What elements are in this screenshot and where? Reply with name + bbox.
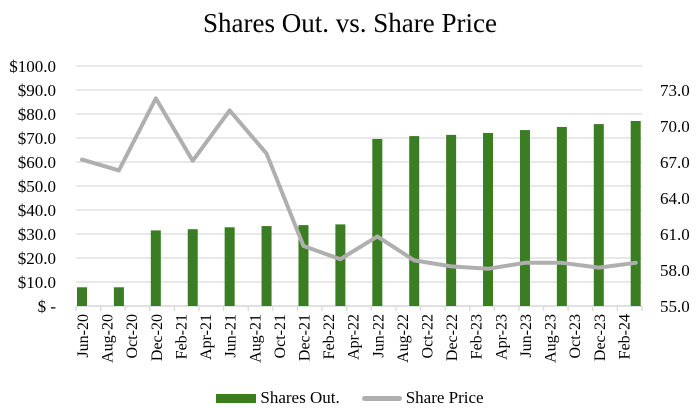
chart-title: Shares Out. vs. Share Price [203,8,497,38]
x-axis-tick-label: Jun-21 [223,314,240,358]
x-axis-tick-label: Oct-22 [420,314,437,358]
share-price-line [80,96,638,271]
x-axis-tick-label: Oct-23 [567,314,584,358]
left-axis-tick-label: $10.0 [18,273,56,292]
x-axis-tick-label: Feb-21 [173,314,190,359]
legend-item-share-price: Share Price [361,388,484,408]
x-axis-tick-label: Dec-20 [149,314,166,361]
bar [150,230,161,306]
left-axis-tick-label: $100.0 [9,57,56,76]
right-axis-tick-label: 67.0 [660,153,690,172]
right-axis-tick-label: 73.0 [660,81,690,100]
bar [630,120,641,307]
x-axis-tick-label: Dec-23 [592,314,609,361]
bar [77,287,87,306]
legend-item-shares-out: Shares Out. [216,388,340,408]
x-axis-tick-label: Dec-22 [444,314,461,361]
x-axis-tick-label: Feb-22 [321,314,338,359]
x-axis-tick-label: Dec-21 [296,314,313,361]
right-axis-tick-label: 55.0 [660,297,690,316]
right-axis-tick-label: 58.0 [660,261,690,280]
bar [483,132,494,306]
x-axis-tick-label: Jun-20 [75,314,92,358]
right-axis-tick-label: 70.0 [660,117,690,136]
x-axis-tick-label: Oct-21 [272,314,289,358]
x-axis-tick-label: Aug-22 [395,314,412,363]
bar [409,136,420,306]
x-axis-tick-label: Apr-21 [198,314,215,360]
x-axis-tick-label: Feb-24 [616,314,633,359]
x-axis-tick-label: Aug-21 [247,314,264,363]
legend-swatch-bar-icon [216,393,257,403]
bar [372,138,383,306]
legend-label: Share Price [405,388,484,407]
legend-label: Shares Out. [260,388,340,407]
x-axis-tick-label: Jun-22 [370,314,387,358]
left-axis-tick-label: $ - [38,297,57,316]
bar [556,126,567,307]
bar [224,227,235,306]
x-axis-tick-label: Oct-20 [124,314,141,358]
left-axis-tick-label: $50.0 [18,177,56,196]
bar [187,229,198,306]
bar [335,224,346,306]
left-axis-tick-label: $40.0 [18,201,56,220]
x-axis-tick-label: Aug-20 [100,314,117,363]
left-axis-tick-label: $60.0 [18,153,56,172]
right-axis-tick-label: 61.0 [660,225,690,244]
left-axis-tick-label: $30.0 [18,225,56,244]
left-axis-tick-label: $80.0 [18,105,56,124]
bar [113,287,124,306]
legend: Shares Out. Share Price [0,388,700,408]
bar [593,124,604,306]
left-axis-tick-label: $70.0 [18,129,56,148]
legend-swatch-line-icon [361,395,402,401]
bar [298,225,309,306]
x-axis-tick-label: Apr-22 [346,314,363,360]
left-axis-tick-label: $20.0 [18,249,56,268]
right-axis-tick-label: 64.0 [660,189,690,208]
bar [261,226,272,306]
x-axis-tick-label: Apr-23 [493,314,510,360]
bar [446,134,457,306]
left-axis-tick-label: $90.0 [18,81,56,100]
x-axis-tick-label: Feb-23 [469,314,486,359]
x-axis-tick-label: Aug-23 [543,314,560,363]
bar [519,130,530,306]
x-axis-tick-label: Jun-23 [518,314,535,358]
